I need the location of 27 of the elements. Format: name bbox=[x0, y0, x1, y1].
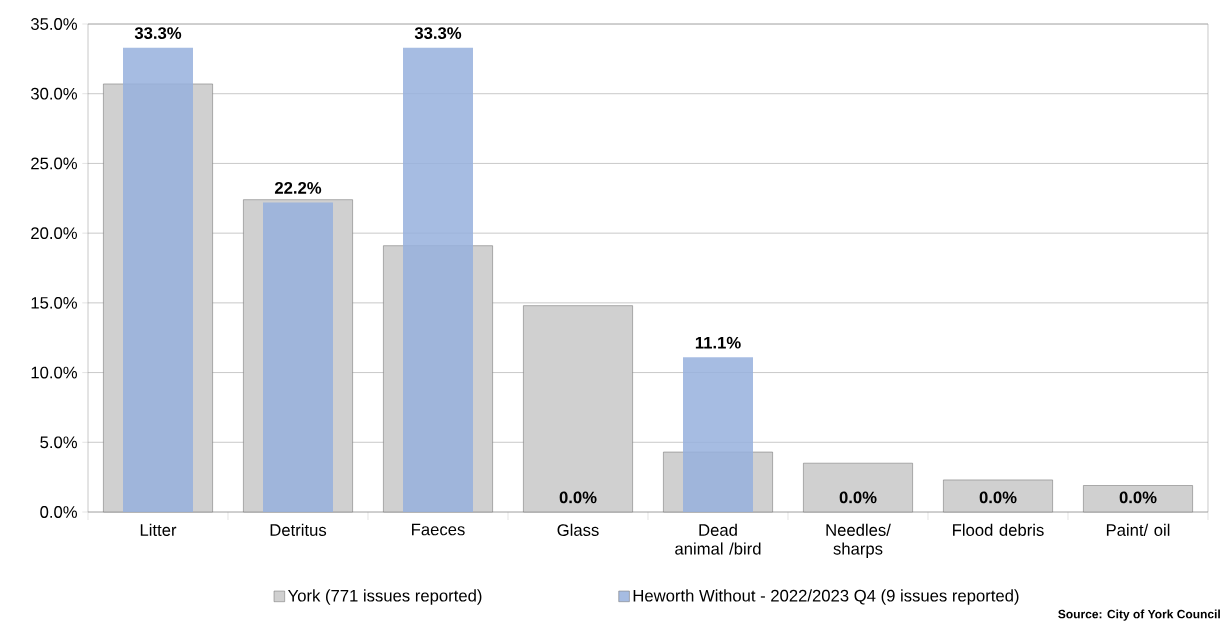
data-label: 0.0% bbox=[979, 491, 1017, 504]
data-label: 33.3% bbox=[414, 27, 462, 39]
data-label: 0.0% bbox=[1119, 491, 1157, 504]
x-tick-label: Glass bbox=[557, 523, 599, 536]
y-tick-label: 0.0% bbox=[40, 506, 77, 518]
y-tick-label: 10.0% bbox=[31, 366, 77, 379]
legend-label: Heworth Without - 2022/2023 Q4 (9 issues reported) bbox=[633, 589, 1019, 605]
x-tick-label: Paint/ oil bbox=[1106, 523, 1170, 536]
y-tick-label: 5.0% bbox=[40, 436, 77, 449]
data-label: 0.0% bbox=[839, 491, 877, 504]
y-tick-label: 20.0% bbox=[31, 227, 77, 240]
y-tick-label: 35.0% bbox=[30, 18, 77, 30]
data-label: 11.1% bbox=[695, 336, 741, 349]
x-tick-label: Detritus bbox=[270, 523, 327, 536]
data-label: 33.3% bbox=[134, 27, 182, 39]
data-label: 22.2% bbox=[274, 182, 322, 194]
y-tick-label: 15.0% bbox=[31, 296, 77, 309]
x-tick-label: Flood debris bbox=[953, 523, 1044, 536]
x-tick-label: Dead animal /bird bbox=[675, 523, 761, 555]
x-tick-label: Needles/ sharps bbox=[826, 523, 891, 558]
data-label: 0.0% bbox=[559, 491, 597, 504]
x-tick-label: Faeces bbox=[412, 523, 465, 536]
x-tick-label: Litter bbox=[140, 523, 177, 536]
y-tick-label: 25.0% bbox=[31, 157, 77, 170]
source-note: Source: City of York Council bbox=[1058, 609, 1220, 621]
y-tick-label: 30.0% bbox=[30, 87, 77, 100]
legend-label: York (771 issues reported) bbox=[287, 589, 482, 605]
